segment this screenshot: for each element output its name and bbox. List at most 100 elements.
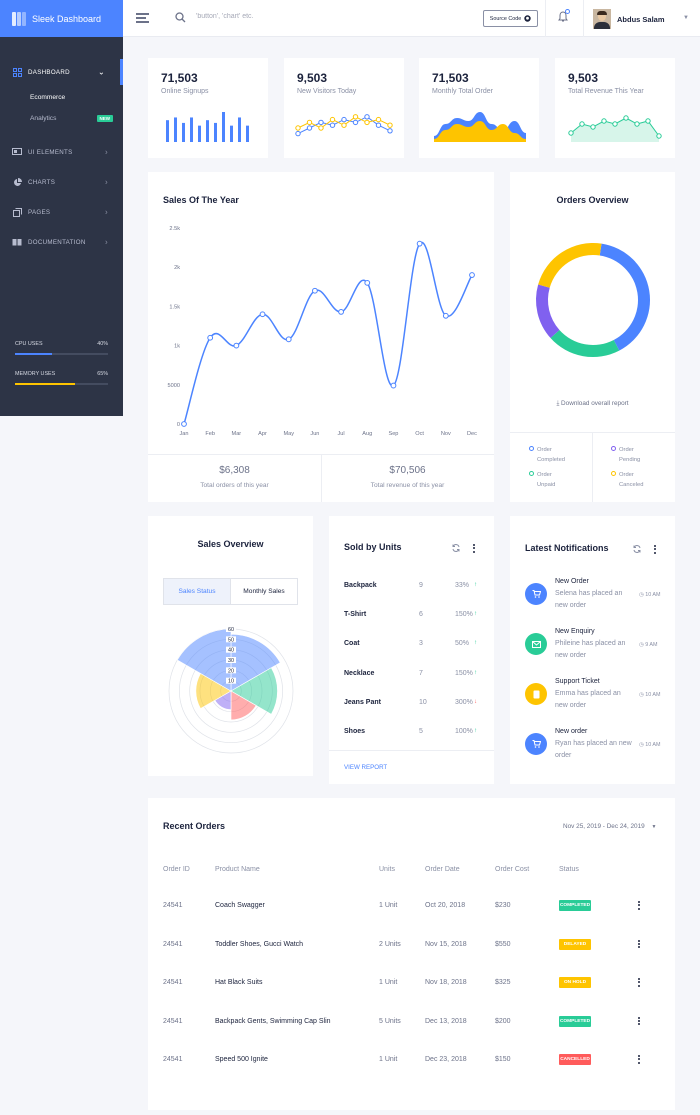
row-actions-icon[interactable] [638, 939, 640, 950]
notification-item[interactable]: New Enquiry Phileine has placed an new o… [525, 628, 675, 668]
subitem-label: Analytics [30, 115, 57, 122]
data-point [568, 130, 574, 136]
menu-toggle-icon[interactable] [136, 13, 149, 25]
data-point [612, 121, 618, 127]
list-item: T-Shirt 6 150% ↑ [344, 611, 479, 621]
notification-title: New order [555, 728, 588, 735]
pie-icon [12, 177, 22, 187]
notification-desc: Ryan has placed an new order [555, 740, 632, 759]
monitor-icon [12, 148, 22, 157]
refresh-icon[interactable] [452, 544, 460, 552]
data-point [352, 114, 359, 120]
download-icon: ⤓ [556, 400, 560, 407]
view-report-link[interactable]: VIEW REPORT [344, 764, 388, 771]
data-point [306, 125, 313, 131]
data-point [341, 122, 347, 128]
row-actions-icon[interactable] [638, 1055, 640, 1065]
notifications-button[interactable] [558, 9, 570, 25]
x-tick-label: Oct [415, 431, 424, 437]
tab-monthly-sales[interactable]: Monthly Sales [243, 588, 285, 595]
cell-date: Dec 13, 2018 [425, 1017, 467, 1025]
cell-product: Backpack Gents, Swimming Cap Slin [215, 1017, 331, 1025]
more-options-icon[interactable] [473, 544, 475, 554]
row-actions-icon[interactable] [638, 978, 640, 988]
legend-order-pending: Order Pending [611, 445, 649, 465]
chevron-right-icon: › [105, 237, 108, 247]
user-name[interactable]: Abdus Salam [617, 15, 665, 24]
data-point [341, 116, 347, 123]
search-input[interactable] [196, 13, 316, 20]
data-point [364, 114, 370, 120]
date-range-selector[interactable]: Nov 25, 2019 - Dec 24, 2019 ▼ [563, 823, 656, 830]
legend-label: Order Canceled [619, 472, 644, 488]
x-tick-label: Sep [388, 431, 398, 437]
sidebar-item-documentation[interactable]: DOCUMENTATION › [0, 227, 123, 257]
product-units: 5 [419, 728, 423, 735]
sidebar-item-charts[interactable]: CHARTS › [0, 167, 123, 197]
product-percent: 150% [455, 611, 473, 618]
column-header: Order Cost [495, 866, 530, 873]
sidebar-subitem-analytics[interactable]: Analytics NEW [30, 108, 123, 129]
column-header: Status [559, 866, 579, 873]
polar-tick-label: 20 [228, 668, 234, 674]
cell-units: 2 Units [379, 940, 401, 948]
card-title: Sold by Units [344, 542, 402, 552]
data-point [364, 119, 370, 126]
stat-label: Total Revenue This Year [568, 88, 644, 95]
stat-card-visitors: 9,503 New Visitors Today [284, 58, 404, 158]
table-row[interactable]: 24541 Toddler Shoes, Gucci Watch 2 Units No… [148, 938, 675, 953]
row-actions-icon[interactable] [638, 1016, 640, 1027]
polar-tick-backdrop [226, 636, 236, 643]
notification-item[interactable]: Support Ticket Emma has placed an new or… [525, 678, 675, 718]
data-point [338, 308, 344, 315]
brand[interactable]: Sleek Dashboard [0, 0, 123, 37]
status-badge: COMPLETED [559, 900, 591, 911]
product-name: Shoes [344, 728, 366, 735]
download-report-link[interactable]: ⤓ Download overall report [510, 400, 675, 408]
signups-bar [246, 125, 249, 142]
table-row[interactable]: 24541 Hat Black Suits 1 Unit Nov 18, 2018 $3… [148, 977, 675, 991]
sidebar-item-ui-elements[interactable]: UI ELEMENTS › [0, 137, 123, 167]
sales-of-year-card: Sales Of The Year 0 5000 1k 1.5k 2k 2.5k Jan Fe… [148, 172, 494, 502]
row-actions-icon[interactable] [638, 901, 640, 911]
sidebar-subitem-ecommerce[interactable]: Ecommerce [30, 87, 123, 108]
table-row[interactable]: 24541 Speed 500 Ignite 1 Unit Dec 23, 2018 $… [148, 1054, 675, 1068]
polar-tick-backdrop [226, 626, 236, 632]
avatar[interactable] [593, 9, 611, 29]
signups-sparkline [166, 112, 249, 142]
sidebar-item-label: PAGES [28, 208, 51, 216]
data-point [207, 334, 214, 341]
y-tick-label: 2k [174, 265, 180, 271]
list-item: Necklace 7 150% ↑ [344, 670, 479, 680]
notification-item[interactable]: New Order Selena has placed an new order… [525, 578, 675, 618]
total-orders-value: $6,308 [219, 465, 250, 476]
stat-label: Online Signups [161, 88, 209, 95]
x-tick-label: Nov [441, 431, 451, 437]
x-tick-label: Mar [232, 431, 242, 437]
notification-item[interactable]: New order Ryan has placed an new order ◷… [525, 728, 675, 768]
table-row[interactable]: 24541 Coach Swagger 1 Unit Oct 20, 2018 $230… [148, 900, 675, 914]
source-code-button[interactable]: Source Code [483, 10, 538, 27]
pages-icon [12, 207, 22, 217]
source-code-label: Source Code [489, 15, 522, 22]
data-point [329, 122, 336, 128]
legend-order-unpaid: Order Unpaid [529, 470, 567, 490]
table-row[interactable]: 24541 Backpack Gents, Swimming Cap Slin 5 … [148, 1015, 675, 1030]
tab-sales-status[interactable]: Sales Status [164, 579, 231, 604]
polar-tick-backdrop [226, 677, 236, 684]
cell-id: 24541 [163, 979, 183, 986]
more-options-icon[interactable] [654, 545, 656, 555]
sales-series-line [183, 241, 473, 425]
sidebar-item-pages[interactable]: PAGES › [0, 197, 123, 227]
sold-by-units-card: Sold by Units Backpack 9 33% ↑ T-Shirt 6 150%… [329, 516, 494, 784]
sidebar-item-label: DOCUMENTATION [28, 238, 86, 246]
data-point [312, 287, 318, 294]
chevron-down-icon[interactable]: ▼ [683, 15, 689, 21]
divider [510, 432, 675, 433]
donut-slice [536, 284, 560, 338]
sidebar-item-dashboard[interactable]: DASHBOARD ⌄ [0, 59, 123, 85]
cell-product: Hat Black Suits [215, 979, 263, 986]
refresh-icon[interactable] [633, 545, 641, 553]
cell-cost: $550 [495, 940, 511, 948]
new-badge: NEW [96, 115, 113, 122]
